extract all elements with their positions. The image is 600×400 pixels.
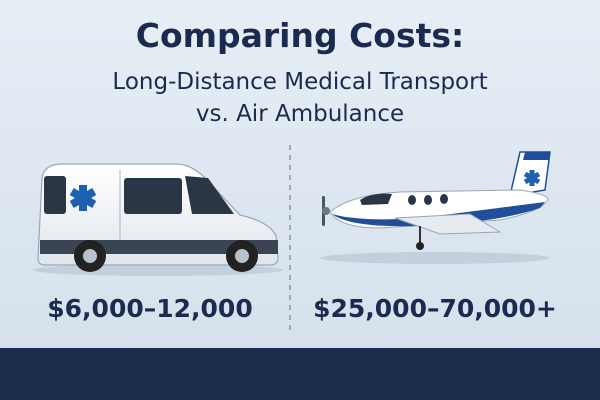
subtitle-line: Long-Distance Medical Transport — [112, 69, 487, 95]
price: $6,000–12,000 — [47, 294, 252, 323]
footer-band — [0, 348, 600, 400]
plane-illustration — [320, 151, 551, 264]
title: Comparing Costs: — [136, 16, 465, 55]
subtitle-line: vs. Air Ambulance — [196, 101, 404, 127]
price: $25,000–70,000+ — [313, 294, 557, 323]
van-illustration — [33, 163, 283, 276]
